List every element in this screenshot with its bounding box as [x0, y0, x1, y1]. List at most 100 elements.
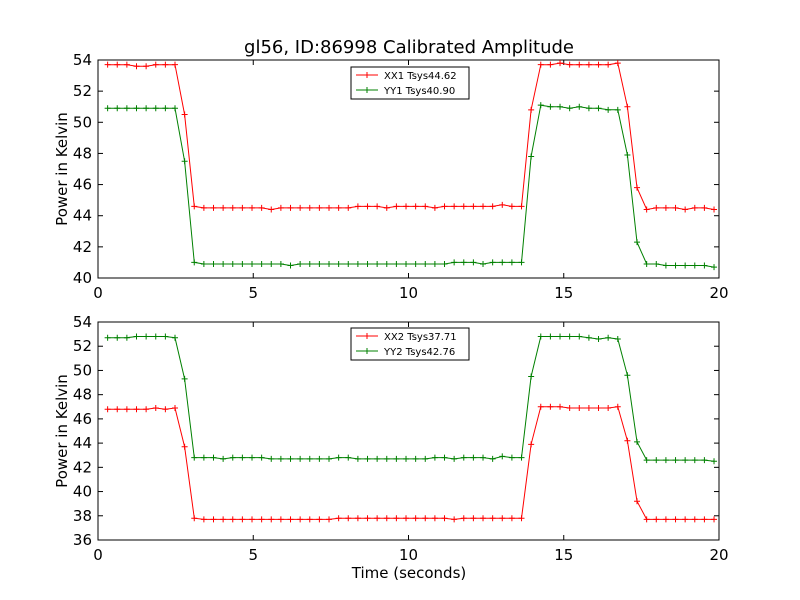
- data-point: [576, 404, 583, 411]
- data-point: [249, 260, 256, 267]
- y-axis-label: Power in Kelvin: [53, 112, 71, 226]
- data-point: [701, 204, 708, 211]
- data-point: [412, 203, 419, 210]
- data-point: [422, 203, 429, 210]
- data-point: [643, 457, 650, 464]
- data-point: [364, 455, 371, 462]
- data-point: [508, 454, 515, 461]
- data-point: [297, 260, 304, 267]
- plot-area: [97, 321, 720, 541]
- y-tick-label: 46: [73, 176, 92, 194]
- data-point: [345, 260, 352, 267]
- data-point: [547, 333, 554, 340]
- data-point: [220, 455, 227, 462]
- legend: XX2 Tsys37.71 YY2 Tsys42.76: [350, 327, 470, 361]
- data-point: [181, 375, 188, 382]
- data-point: [441, 203, 448, 210]
- x-tick-label: 10: [399, 284, 418, 302]
- data-point: [249, 516, 256, 523]
- data-point: [258, 204, 265, 211]
- data-point: [104, 334, 111, 341]
- data-point: [403, 260, 410, 267]
- data-point: [335, 515, 342, 522]
- data-point: [480, 260, 487, 267]
- data-point: [403, 455, 410, 462]
- data-point: [104, 105, 111, 112]
- y-tick-label: 38: [73, 507, 92, 525]
- data-point: [460, 515, 467, 522]
- legend-marker: [364, 333, 370, 339]
- data-point: [624, 103, 631, 110]
- data-point: [200, 454, 207, 461]
- data-point: [152, 61, 159, 68]
- data-point: [326, 204, 333, 211]
- data-point: [605, 106, 612, 113]
- y-tick-label: 46: [73, 410, 92, 428]
- data-point: [162, 333, 169, 340]
- data-point: [374, 455, 381, 462]
- data-point: [547, 103, 554, 110]
- data-point: [653, 457, 660, 464]
- y-tick-label: 42: [73, 238, 92, 256]
- data-point: [682, 206, 689, 213]
- data-point: [104, 406, 111, 413]
- data-point: [480, 454, 487, 461]
- data-point: [200, 516, 207, 523]
- data-point: [441, 515, 448, 522]
- legend-marker: [364, 87, 370, 93]
- data-point: [662, 457, 669, 464]
- data-point: [229, 204, 236, 211]
- data-point: [451, 455, 458, 462]
- series-line-1: [107, 406, 714, 520]
- y-tick-label: 48: [73, 386, 92, 404]
- data-point: [268, 260, 275, 267]
- data-point: [287, 204, 294, 211]
- data-point: [672, 204, 679, 211]
- data-point: [614, 60, 621, 67]
- x-tick-label: 10: [399, 546, 418, 564]
- data-point: [499, 453, 506, 460]
- data-point: [480, 203, 487, 210]
- x-tick-label: 0: [93, 546, 103, 564]
- data-point: [403, 203, 410, 210]
- data-point: [518, 454, 525, 461]
- data-point: [354, 203, 361, 210]
- data-point: [691, 262, 698, 269]
- legend-box: [350, 327, 470, 361]
- data-point: [374, 515, 381, 522]
- data-point: [210, 260, 217, 267]
- data-point: [229, 260, 236, 267]
- data-point: [624, 437, 631, 444]
- data-point: [643, 516, 650, 523]
- data-point: [172, 105, 179, 112]
- data-point: [364, 203, 371, 210]
- data-point: [508, 515, 515, 522]
- data-point: [662, 204, 669, 211]
- data-point: [537, 403, 544, 410]
- data-point: [537, 333, 544, 340]
- data-point: [691, 204, 698, 211]
- data-point: [518, 515, 525, 522]
- data-point: [191, 515, 198, 522]
- data-point: [614, 403, 621, 410]
- data-point: [354, 455, 361, 462]
- x-tick-label: 20: [709, 546, 728, 564]
- legend-label: YY2 Tsys42.76: [383, 347, 455, 358]
- data-point: [258, 454, 265, 461]
- data-point: [316, 455, 323, 462]
- data-point: [220, 260, 227, 267]
- data-point: [210, 204, 217, 211]
- data-point: [249, 454, 256, 461]
- data-point: [383, 515, 390, 522]
- data-point: [624, 372, 631, 379]
- data-point: [239, 454, 246, 461]
- data-point: [354, 515, 361, 522]
- chart-title: gl56, ID:86998 Calibrated Amplitude: [244, 37, 574, 58]
- y-tick-label: 54: [73, 313, 92, 331]
- data-point: [181, 158, 188, 165]
- y-tick-label: 40: [73, 269, 92, 287]
- data-point: [547, 403, 554, 410]
- data-point: [191, 454, 198, 461]
- legend: XX1 Tsys44.62 YY1 Tsys40.90: [350, 66, 470, 100]
